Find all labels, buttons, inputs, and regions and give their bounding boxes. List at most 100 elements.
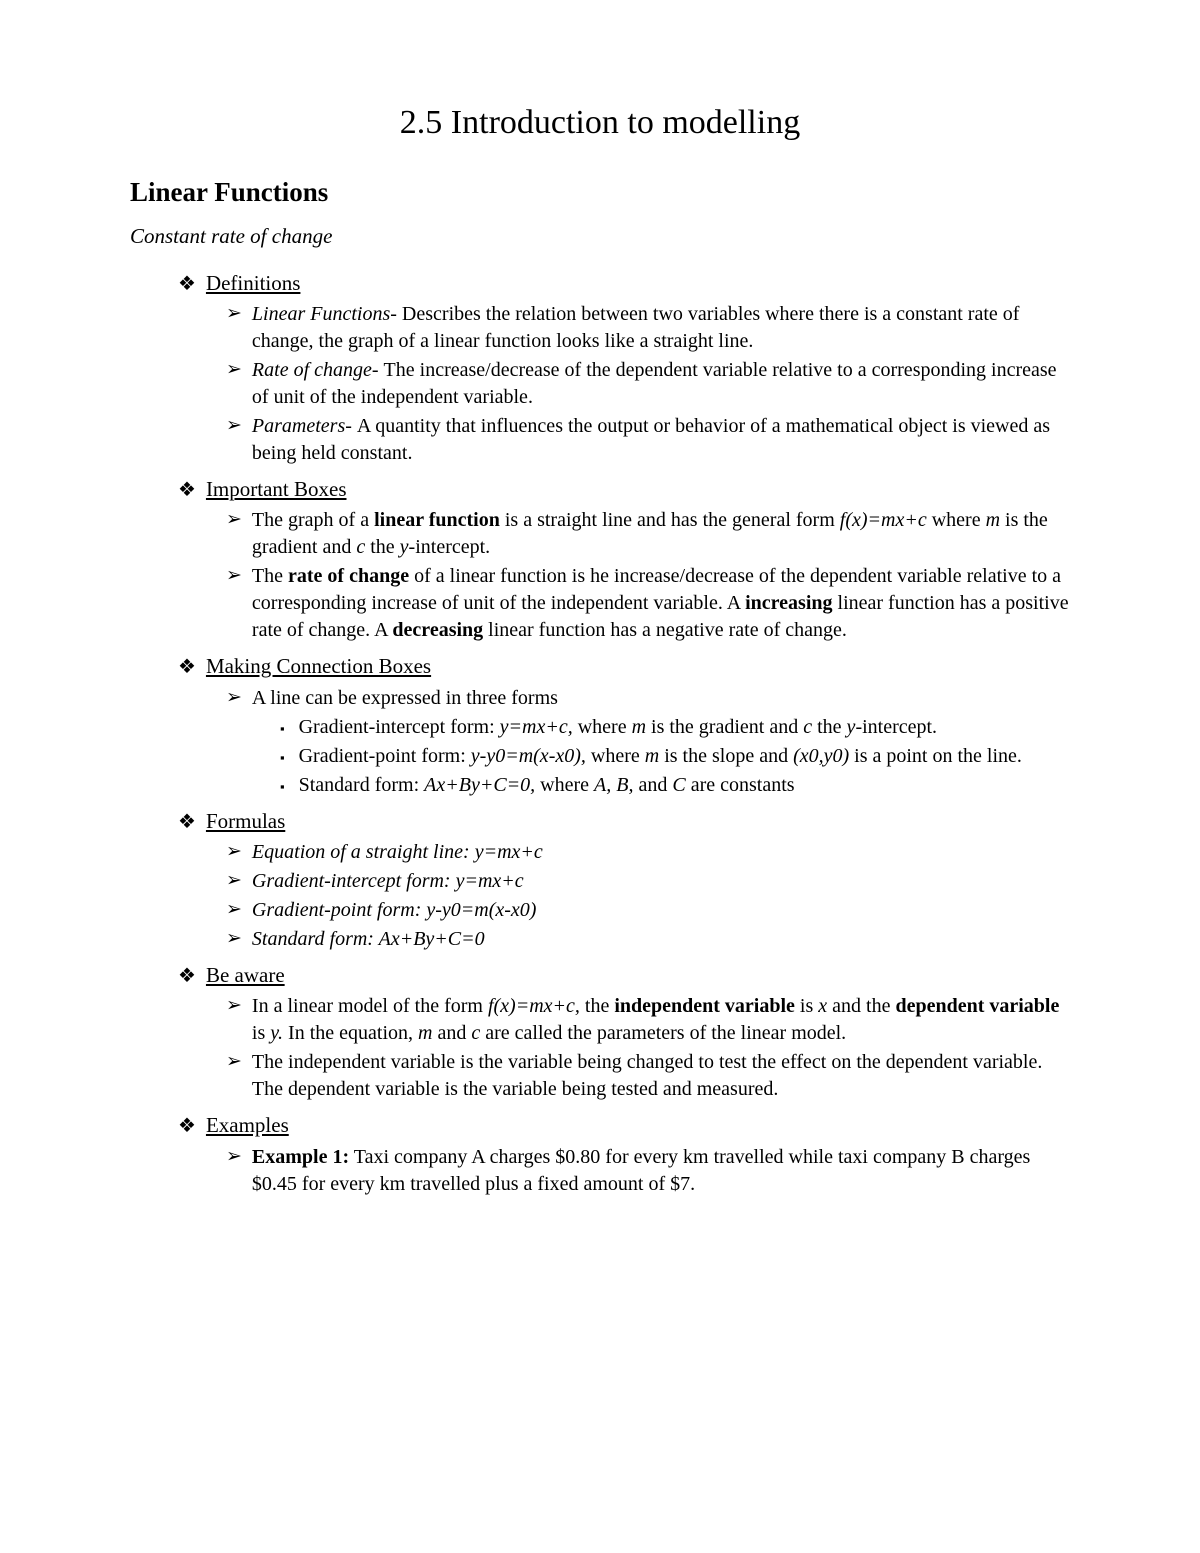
text: Taxi company A charges $0.80 for every k… <box>252 1146 1030 1195</box>
term: Rate of change- <box>252 359 384 381</box>
text: and <box>633 774 672 796</box>
item-text: Standard form: Ax+By+C=0 <box>252 926 1070 953</box>
arrow-icon: ➢ <box>226 1049 242 1075</box>
italic-text: Standard form: Ax+By+C=0 <box>252 928 485 950</box>
item-text: Gradient-point form: y-y0=m(x-x0) <box>252 897 1070 924</box>
bold-text: rate of change <box>288 565 409 587</box>
text: where <box>573 716 632 738</box>
text: linear function has a negative rate of c… <box>483 619 847 641</box>
text: is a point on the line. <box>849 745 1022 767</box>
text: The graph of a <box>252 509 374 531</box>
list-item: ➢ Equation of a straight line: y=mx+c <box>226 839 1070 866</box>
text: where <box>535 774 594 796</box>
italic-text: c <box>356 536 365 558</box>
arrow-icon: ➢ <box>226 563 242 589</box>
text: is the slope and <box>659 745 793 767</box>
text: the <box>812 716 846 738</box>
item-text: Equation of a straight line: y=mx+c <box>252 839 1070 866</box>
section-definitions: ❖ Definitions <box>130 269 1070 297</box>
item-text: The rate of change of a linear function … <box>252 563 1070 644</box>
list-item: ➢ Linear Functions- Describes the relati… <box>226 301 1070 355</box>
diamond-icon: ❖ <box>178 274 196 294</box>
list-item: ➢ The independent variable is the variab… <box>226 1049 1070 1103</box>
arrow-icon: ➢ <box>226 993 242 1019</box>
italic-text: C <box>672 774 685 796</box>
section-head-text: Making Connection Boxes <box>206 652 431 680</box>
list-item: ➢ Standard form: Ax+By+C=0 <box>226 926 1070 953</box>
text: is a straight line and has the general f… <box>500 509 840 531</box>
arrow-icon: ➢ <box>226 413 242 439</box>
text: In a linear model of the form <box>252 995 488 1017</box>
arrow-icon: ➢ <box>226 897 242 923</box>
page-title: 2.5 Introduction to modelling <box>130 100 1070 146</box>
italic-text: m <box>986 509 1000 531</box>
section-head-text: Definitions <box>206 269 301 297</box>
section-examples: ❖ Examples <box>130 1111 1070 1139</box>
arrow-icon: ➢ <box>226 868 242 894</box>
italic-text: x <box>818 995 827 1017</box>
section-heading: Linear Functions <box>130 174 1070 210</box>
sub-item: ▪ Gradient-point form: y-y0=m(x-x0), whe… <box>280 743 1070 770</box>
list-item: ➢ Example 1: Taxi company A charges $0.8… <box>226 1144 1070 1198</box>
section-head-text: Examples <box>206 1111 289 1139</box>
text: Gradient-point form: <box>299 745 471 767</box>
sub-item: ▪ Gradient-intercept form: y=mx+c, where… <box>280 714 1070 741</box>
arrow-icon: ➢ <box>226 926 242 952</box>
list-item: ➢ A line can be expressed in three forms <box>226 685 1070 712</box>
italic-text: c <box>803 716 812 738</box>
italic-text: y. <box>270 1022 283 1044</box>
list-item: ➢ The rate of change of a linear functio… <box>226 563 1070 644</box>
italic-text: f(x)=mx+c, <box>488 995 580 1017</box>
sub-item: ▪ Standard form: Ax+By+C=0, where A, B, … <box>280 772 1070 799</box>
text: the <box>580 995 614 1017</box>
text: is <box>795 995 818 1017</box>
item-text: In a linear model of the form f(x)=mx+c,… <box>252 993 1070 1047</box>
item-text: Gradient-intercept form: y=mx+c <box>252 868 1070 895</box>
sub-text: Gradient-intercept form: y=mx+c, where m… <box>299 714 1070 741</box>
italic-text: c <box>471 1022 480 1044</box>
item-text: The independent variable is the variable… <box>252 1049 1070 1103</box>
bold-text: independent variable <box>614 995 795 1017</box>
square-icon: ▪ <box>280 749 285 767</box>
italic-text: m <box>632 716 646 738</box>
text: A quantity that influences the output or… <box>252 415 1050 464</box>
bold-text: linear function <box>374 509 500 531</box>
arrow-icon: ➢ <box>226 685 242 711</box>
section-connection: ❖ Making Connection Boxes <box>130 652 1070 680</box>
text: The <box>252 565 288 587</box>
item-text: Linear Functions- Describes the relation… <box>252 301 1070 355</box>
italic-text: f(x)=mx+c <box>840 509 932 531</box>
text: Gradient-intercept form: <box>299 716 500 738</box>
italic-text: y <box>400 536 409 558</box>
item-text: Rate of change- The increase/decrease of… <box>252 357 1070 411</box>
section-head-text: Important Boxes <box>206 475 347 503</box>
text: where <box>932 509 986 531</box>
diamond-icon: ❖ <box>178 812 196 832</box>
square-icon: ▪ <box>280 778 285 796</box>
list-item: ➢ In a linear model of the form f(x)=mx+… <box>226 993 1070 1047</box>
list-item: ➢ Gradient-point form: y-y0=m(x-x0) <box>226 897 1070 924</box>
subtitle: Constant rate of change <box>130 222 1070 250</box>
item-text: Parameters- A quantity that influences t… <box>252 413 1070 467</box>
arrow-icon: ➢ <box>226 301 242 327</box>
term: Parameters- <box>252 415 357 437</box>
bold-text: decreasing <box>392 619 483 641</box>
text: are called the parameters of the linear … <box>480 1022 846 1044</box>
italic-text: y-y0=m(x-x0), <box>471 745 586 767</box>
text: is the gradient and <box>646 716 803 738</box>
italic-text: (x0,y0) <box>793 745 849 767</box>
text: where <box>586 745 645 767</box>
diamond-icon: ❖ <box>178 1116 196 1136</box>
arrow-icon: ➢ <box>226 839 242 865</box>
text: and the <box>827 995 895 1017</box>
sub-text: Standard form: Ax+By+C=0, where A, B, an… <box>299 772 1070 799</box>
text: In the equation, <box>283 1022 418 1044</box>
item-text: Example 1: Taxi company A charges $0.80 … <box>252 1144 1070 1198</box>
list-item: ➢ The graph of a linear function is a st… <box>226 507 1070 561</box>
italic-text: m <box>418 1022 432 1044</box>
text: -intercept. <box>409 536 491 558</box>
item-text: The graph of a linear function is a stra… <box>252 507 1070 561</box>
section-head-text: Formulas <box>206 807 285 835</box>
section-beaware: ❖ Be aware <box>130 961 1070 989</box>
diamond-icon: ❖ <box>178 966 196 986</box>
